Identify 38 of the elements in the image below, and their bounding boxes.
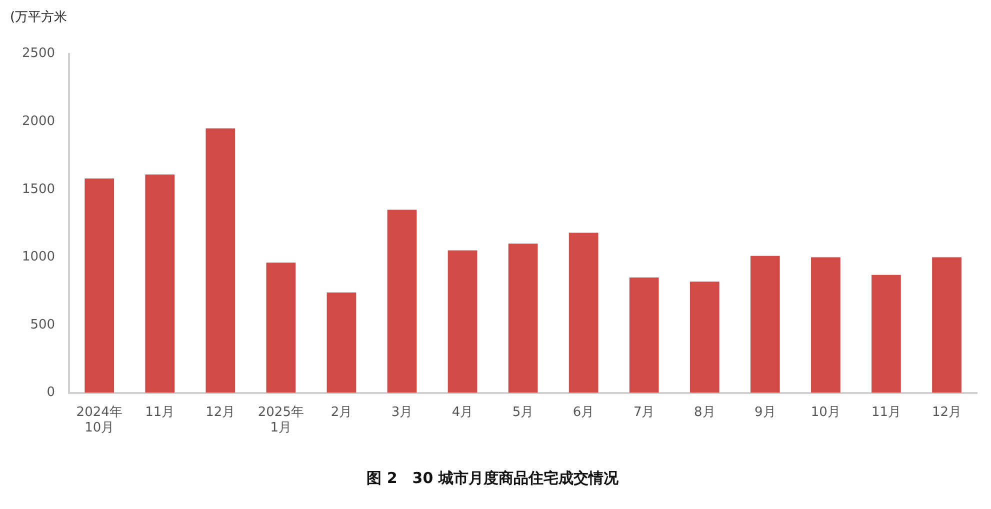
x-tick-label: 2024年 10月 — [76, 404, 122, 436]
y-tick-label: 1000 — [22, 250, 56, 265]
bar — [145, 174, 175, 393]
bar — [206, 128, 236, 393]
x-tick-label: 11月 — [871, 404, 901, 420]
bar — [508, 244, 538, 393]
x-tick-label: 2月 — [330, 404, 352, 420]
y-tick-label: 500 — [30, 317, 56, 332]
x-tick-label: 7月 — [633, 404, 655, 420]
bar — [84, 178, 114, 393]
x-tick-label: 12月 — [206, 404, 236, 420]
x-tick-label: 4月 — [452, 404, 474, 420]
bar — [266, 262, 296, 393]
bar — [629, 278, 659, 393]
x-tick-label: 11月 — [145, 404, 175, 420]
y-tick-label: 0 — [46, 385, 56, 400]
x-tick-label: 5月 — [512, 404, 534, 420]
x-tick-label: 12月 — [932, 404, 962, 420]
bar — [750, 256, 780, 393]
y-tick-label: 2500 — [22, 46, 56, 62]
y-tick-label: 1500 — [22, 182, 56, 197]
bar — [872, 274, 901, 393]
x-tick-label: 3月 — [391, 404, 413, 420]
x-tick-label: 6月 — [572, 404, 594, 420]
y-axis-title: (万平方米 — [9, 9, 68, 27]
x-tick-label: 10月 — [810, 404, 840, 420]
bar — [568, 232, 598, 393]
text: 图 2 30 城市月度商品住宅成交情况 — [366, 468, 620, 487]
y-tick-label: 2000 — [22, 114, 56, 129]
x-tick-label: 8月 — [694, 404, 716, 420]
bar — [448, 250, 478, 393]
x-tick-label: 9月 — [754, 404, 776, 420]
bar — [811, 257, 840, 393]
bar — [690, 282, 720, 393]
bar — [932, 257, 962, 393]
bar — [326, 292, 356, 393]
bar — [387, 210, 417, 393]
x-tick-label: 2025年 1月 — [258, 404, 304, 436]
